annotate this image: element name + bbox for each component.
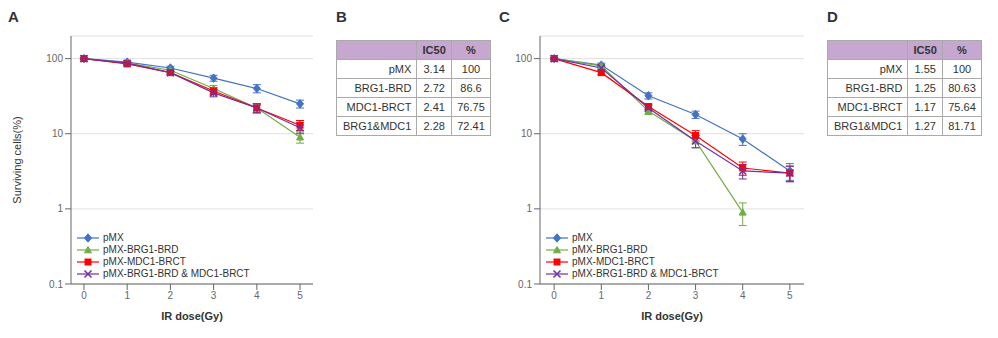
html-text:1.55: 1.55 bbox=[914, 63, 936, 75]
html-text:2.41: 2.41 bbox=[423, 101, 445, 113]
html-text:BRG1-BRD: BRG1-BRD bbox=[354, 82, 412, 94]
svg-text:IR dose(Gy): IR dose(Gy) bbox=[161, 310, 223, 322]
svg-text:10: 10 bbox=[521, 128, 533, 139]
svg-text:100: 100 bbox=[46, 53, 63, 64]
html-text:BRG1&MDC1: BRG1&MDC1 bbox=[833, 120, 903, 132]
html-text:A: A bbox=[8, 8, 19, 25]
html-text:BRG1&MDC1: BRG1&MDC1 bbox=[342, 120, 412, 132]
html-text:86.6: 86.6 bbox=[460, 82, 482, 94]
html-text:72.41: 72.41 bbox=[457, 120, 485, 132]
html-text:D: D bbox=[827, 8, 838, 25]
html-text:IC50: IC50 bbox=[913, 44, 937, 56]
svg-text:3: 3 bbox=[211, 290, 217, 301]
html-text:1.27: 1.27 bbox=[914, 120, 936, 132]
html-text:pMX: pMX bbox=[103, 232, 124, 243]
svg-text:0: 0 bbox=[81, 290, 87, 301]
html-text:IC50: IC50 bbox=[422, 44, 446, 56]
html-text:1.17: 1.17 bbox=[914, 101, 936, 113]
svg-text:3: 3 bbox=[693, 290, 699, 301]
svg-text:1: 1 bbox=[526, 203, 532, 214]
html-text:100: 100 bbox=[461, 63, 481, 75]
html-text:pMX: pMX bbox=[879, 63, 903, 75]
html-text:pMX-BRG1-BRD: pMX-BRG1-BRD bbox=[572, 244, 648, 255]
svg-text:100: 100 bbox=[515, 53, 532, 64]
svg-text:0.1: 0.1 bbox=[518, 279, 532, 290]
html-text:pMX: pMX bbox=[572, 232, 593, 243]
svg-text:5: 5 bbox=[297, 290, 303, 301]
svg-text:5: 5 bbox=[787, 290, 793, 301]
svg-text:10: 10 bbox=[52, 128, 64, 139]
html-text:pMX: pMX bbox=[388, 63, 412, 75]
svg-text:2: 2 bbox=[168, 290, 174, 301]
html-text:B: B bbox=[336, 8, 347, 25]
html-text:C: C bbox=[499, 8, 510, 25]
html-text:MDC1-BRCT: MDC1-BRCT bbox=[346, 101, 412, 113]
svg-text:4: 4 bbox=[740, 290, 746, 301]
svg-text:1: 1 bbox=[57, 203, 63, 214]
html-text:81.71: 81.71 bbox=[948, 120, 976, 132]
html-text:75.64: 75.64 bbox=[948, 101, 976, 113]
svg-text:1: 1 bbox=[124, 290, 130, 301]
html-text:pMX-BRG1-BRD: pMX-BRG1-BRD bbox=[103, 244, 179, 255]
html-text:pMX-BRG1-BRD & MDC1-BRCT: pMX-BRG1-BRD & MDC1-BRCT bbox=[572, 268, 719, 279]
html-text:1.25: 1.25 bbox=[914, 82, 936, 94]
svg-text:2: 2 bbox=[646, 290, 652, 301]
html-text:3.14: 3.14 bbox=[423, 63, 445, 75]
html-text:2.72: 2.72 bbox=[423, 82, 445, 94]
svg-text:0: 0 bbox=[551, 290, 557, 301]
html-text:MDC1-BRCT: MDC1-BRCT bbox=[837, 101, 903, 113]
html-text:BRG1-BRD: BRG1-BRD bbox=[845, 82, 903, 94]
svg-text:4: 4 bbox=[254, 290, 260, 301]
html-text:100: 100 bbox=[952, 63, 972, 75]
svg-text:1: 1 bbox=[599, 290, 605, 301]
html-text:76.75: 76.75 bbox=[457, 101, 485, 113]
html-text:pMX-MDC1-BRCT: pMX-MDC1-BRCT bbox=[103, 256, 186, 267]
svg-text:Surviving cells(%): Surviving cells(%) bbox=[11, 116, 23, 203]
svg-text:IR dose(Gy): IR dose(Gy) bbox=[641, 310, 703, 322]
html-text:80.63: 80.63 bbox=[948, 82, 976, 94]
svg-text:0.1: 0.1 bbox=[49, 279, 63, 290]
html-text:pMX-MDC1-BRCT: pMX-MDC1-BRCT bbox=[572, 256, 655, 267]
html-text:pMX-BRG1-BRD & MDC1-BRCT: pMX-BRG1-BRD & MDC1-BRCT bbox=[103, 268, 250, 279]
html-text:2.28: 2.28 bbox=[423, 120, 445, 132]
